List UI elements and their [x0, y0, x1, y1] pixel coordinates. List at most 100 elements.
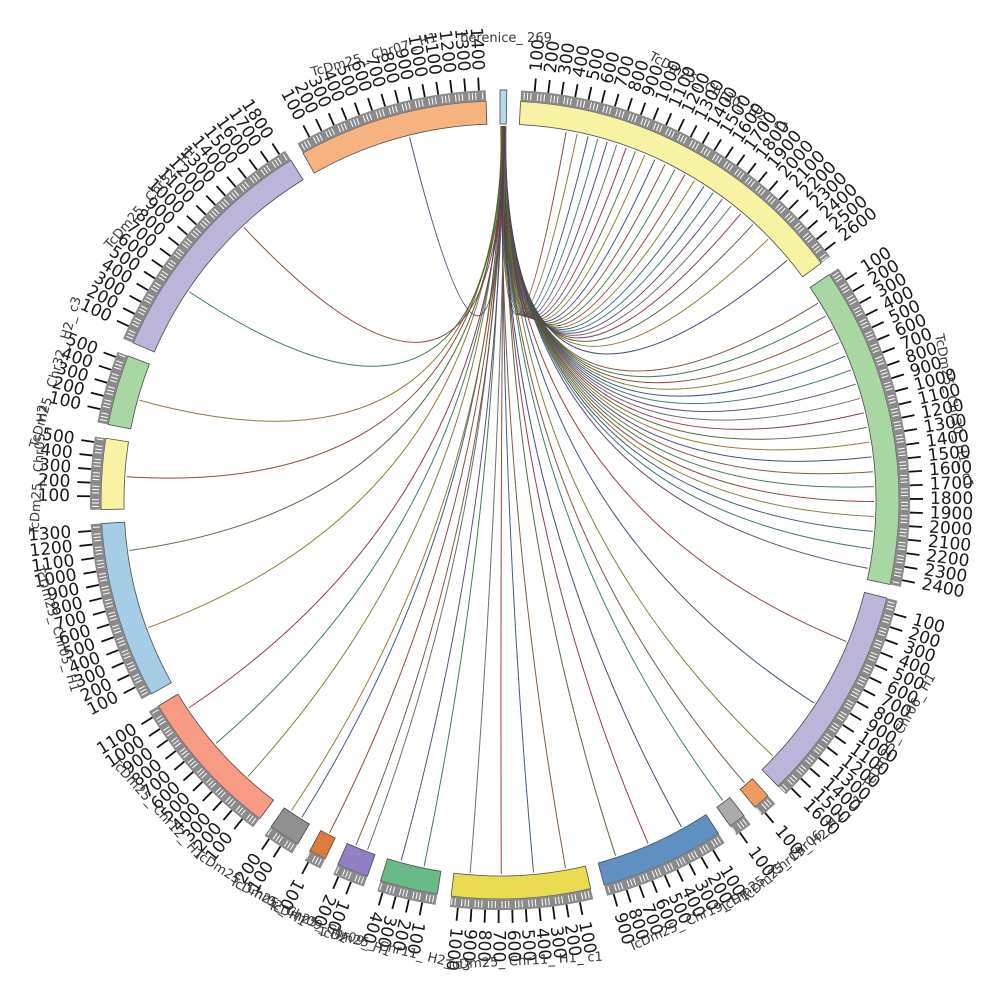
- minor-tick: [315, 135, 320, 143]
- minor-tick: [867, 337, 875, 341]
- tick: [700, 856, 709, 869]
- minor-tick: [579, 100, 582, 108]
- minor-tick: [314, 857, 319, 864]
- minor-tick: [870, 651, 878, 656]
- tick: [578, 901, 584, 916]
- minor-tick: [880, 626, 888, 631]
- minor-tick: [357, 875, 361, 883]
- minor-tick: [658, 125, 663, 133]
- tick: [725, 146, 734, 159]
- minor-tick: [183, 752, 190, 759]
- minor-tick: [899, 464, 907, 467]
- minor-tick: [809, 754, 816, 760]
- minor-tick: [93, 533, 101, 535]
- minor-tick: [899, 461, 907, 463]
- minor-tick: [404, 103, 408, 111]
- segment-scale-band: [148, 705, 260, 828]
- tick: [764, 812, 775, 824]
- minor-tick: [344, 870, 349, 878]
- tick-label: 900: [458, 928, 480, 962]
- tick: [123, 686, 136, 694]
- minor-tick: [895, 434, 903, 437]
- minor-tick: [107, 389, 115, 393]
- minor-tick: [576, 99, 579, 107]
- minor-tick: [133, 320, 140, 325]
- tick: [111, 661, 124, 669]
- minor-tick: [864, 330, 872, 335]
- minor-tick: [311, 855, 316, 863]
- tick: [600, 90, 606, 104]
- minor-tick: [840, 711, 847, 716]
- tick: [891, 373, 905, 380]
- minor-tick: [158, 276, 165, 281]
- minor-tick: [602, 105, 606, 113]
- minor-tick: [584, 891, 587, 899]
- tick: [79, 453, 93, 457]
- link: [301, 126, 503, 818]
- minor-tick: [254, 173, 260, 180]
- minor-tick: [613, 884, 617, 892]
- minor-tick: [161, 270, 169, 276]
- segment-band: [597, 813, 720, 886]
- minor-tick: [231, 192, 237, 199]
- tick: [226, 176, 237, 188]
- link: [500, 125, 682, 828]
- minor-tick: [897, 554, 905, 557]
- minor-tick: [147, 293, 155, 299]
- minor-tick: [93, 465, 101, 467]
- minor-tick: [454, 94, 457, 102]
- tick: [315, 118, 323, 132]
- minor-tick: [589, 102, 592, 110]
- tick-label: 400: [39, 440, 73, 463]
- minor-tick: [666, 864, 671, 872]
- link: [502, 126, 649, 844]
- segment-scale-band: [297, 90, 487, 154]
- minor-tick: [418, 100, 421, 108]
- minor-tick: [199, 222, 206, 229]
- minor-tick: [853, 306, 860, 311]
- tick: [538, 908, 542, 922]
- tick: [852, 283, 865, 293]
- minor-tick: [401, 103, 405, 111]
- minor-tick: [882, 620, 890, 624]
- tick: [886, 360, 900, 367]
- tick: [874, 664, 888, 672]
- link: [504, 126, 868, 569]
- tick: [676, 869, 684, 882]
- minor-tick: [134, 317, 142, 322]
- minor-tick: [664, 128, 669, 135]
- minor-tick: [819, 253, 826, 259]
- minor-tick: [831, 725, 838, 730]
- minor-tick: [385, 884, 389, 892]
- minor-tick: [414, 100, 418, 108]
- tick: [272, 845, 282, 858]
- minor-tick: [839, 283, 847, 288]
- link: [329, 126, 504, 834]
- minor-tick: [894, 571, 902, 574]
- minor-tick: [217, 789, 224, 796]
- tick: [871, 321, 885, 329]
- minor-tick: [135, 679, 142, 684]
- minor-tick: [887, 601, 895, 605]
- minor-tick: [838, 713, 846, 719]
- minor-tick: [846, 294, 854, 300]
- minor-tick: [132, 673, 140, 678]
- minor-tick: [852, 690, 859, 696]
- segment-scale-band: [90, 523, 152, 700]
- minor-tick: [739, 172, 745, 179]
- tick: [327, 112, 335, 126]
- tick: [898, 400, 912, 406]
- minor-tick: [202, 220, 208, 227]
- tick: [701, 131, 710, 144]
- minor-tick: [553, 95, 556, 103]
- minor-tick: [703, 148, 708, 155]
- minor-tick: [731, 826, 737, 834]
- tick: [469, 908, 473, 923]
- minor-tick: [634, 115, 638, 123]
- minor-tick: [836, 277, 843, 283]
- minor-tick: [275, 834, 281, 842]
- link: [469, 126, 507, 873]
- minor-tick: [97, 566, 105, 569]
- minor-tick: [850, 693, 858, 699]
- minor-tick: [408, 102, 411, 110]
